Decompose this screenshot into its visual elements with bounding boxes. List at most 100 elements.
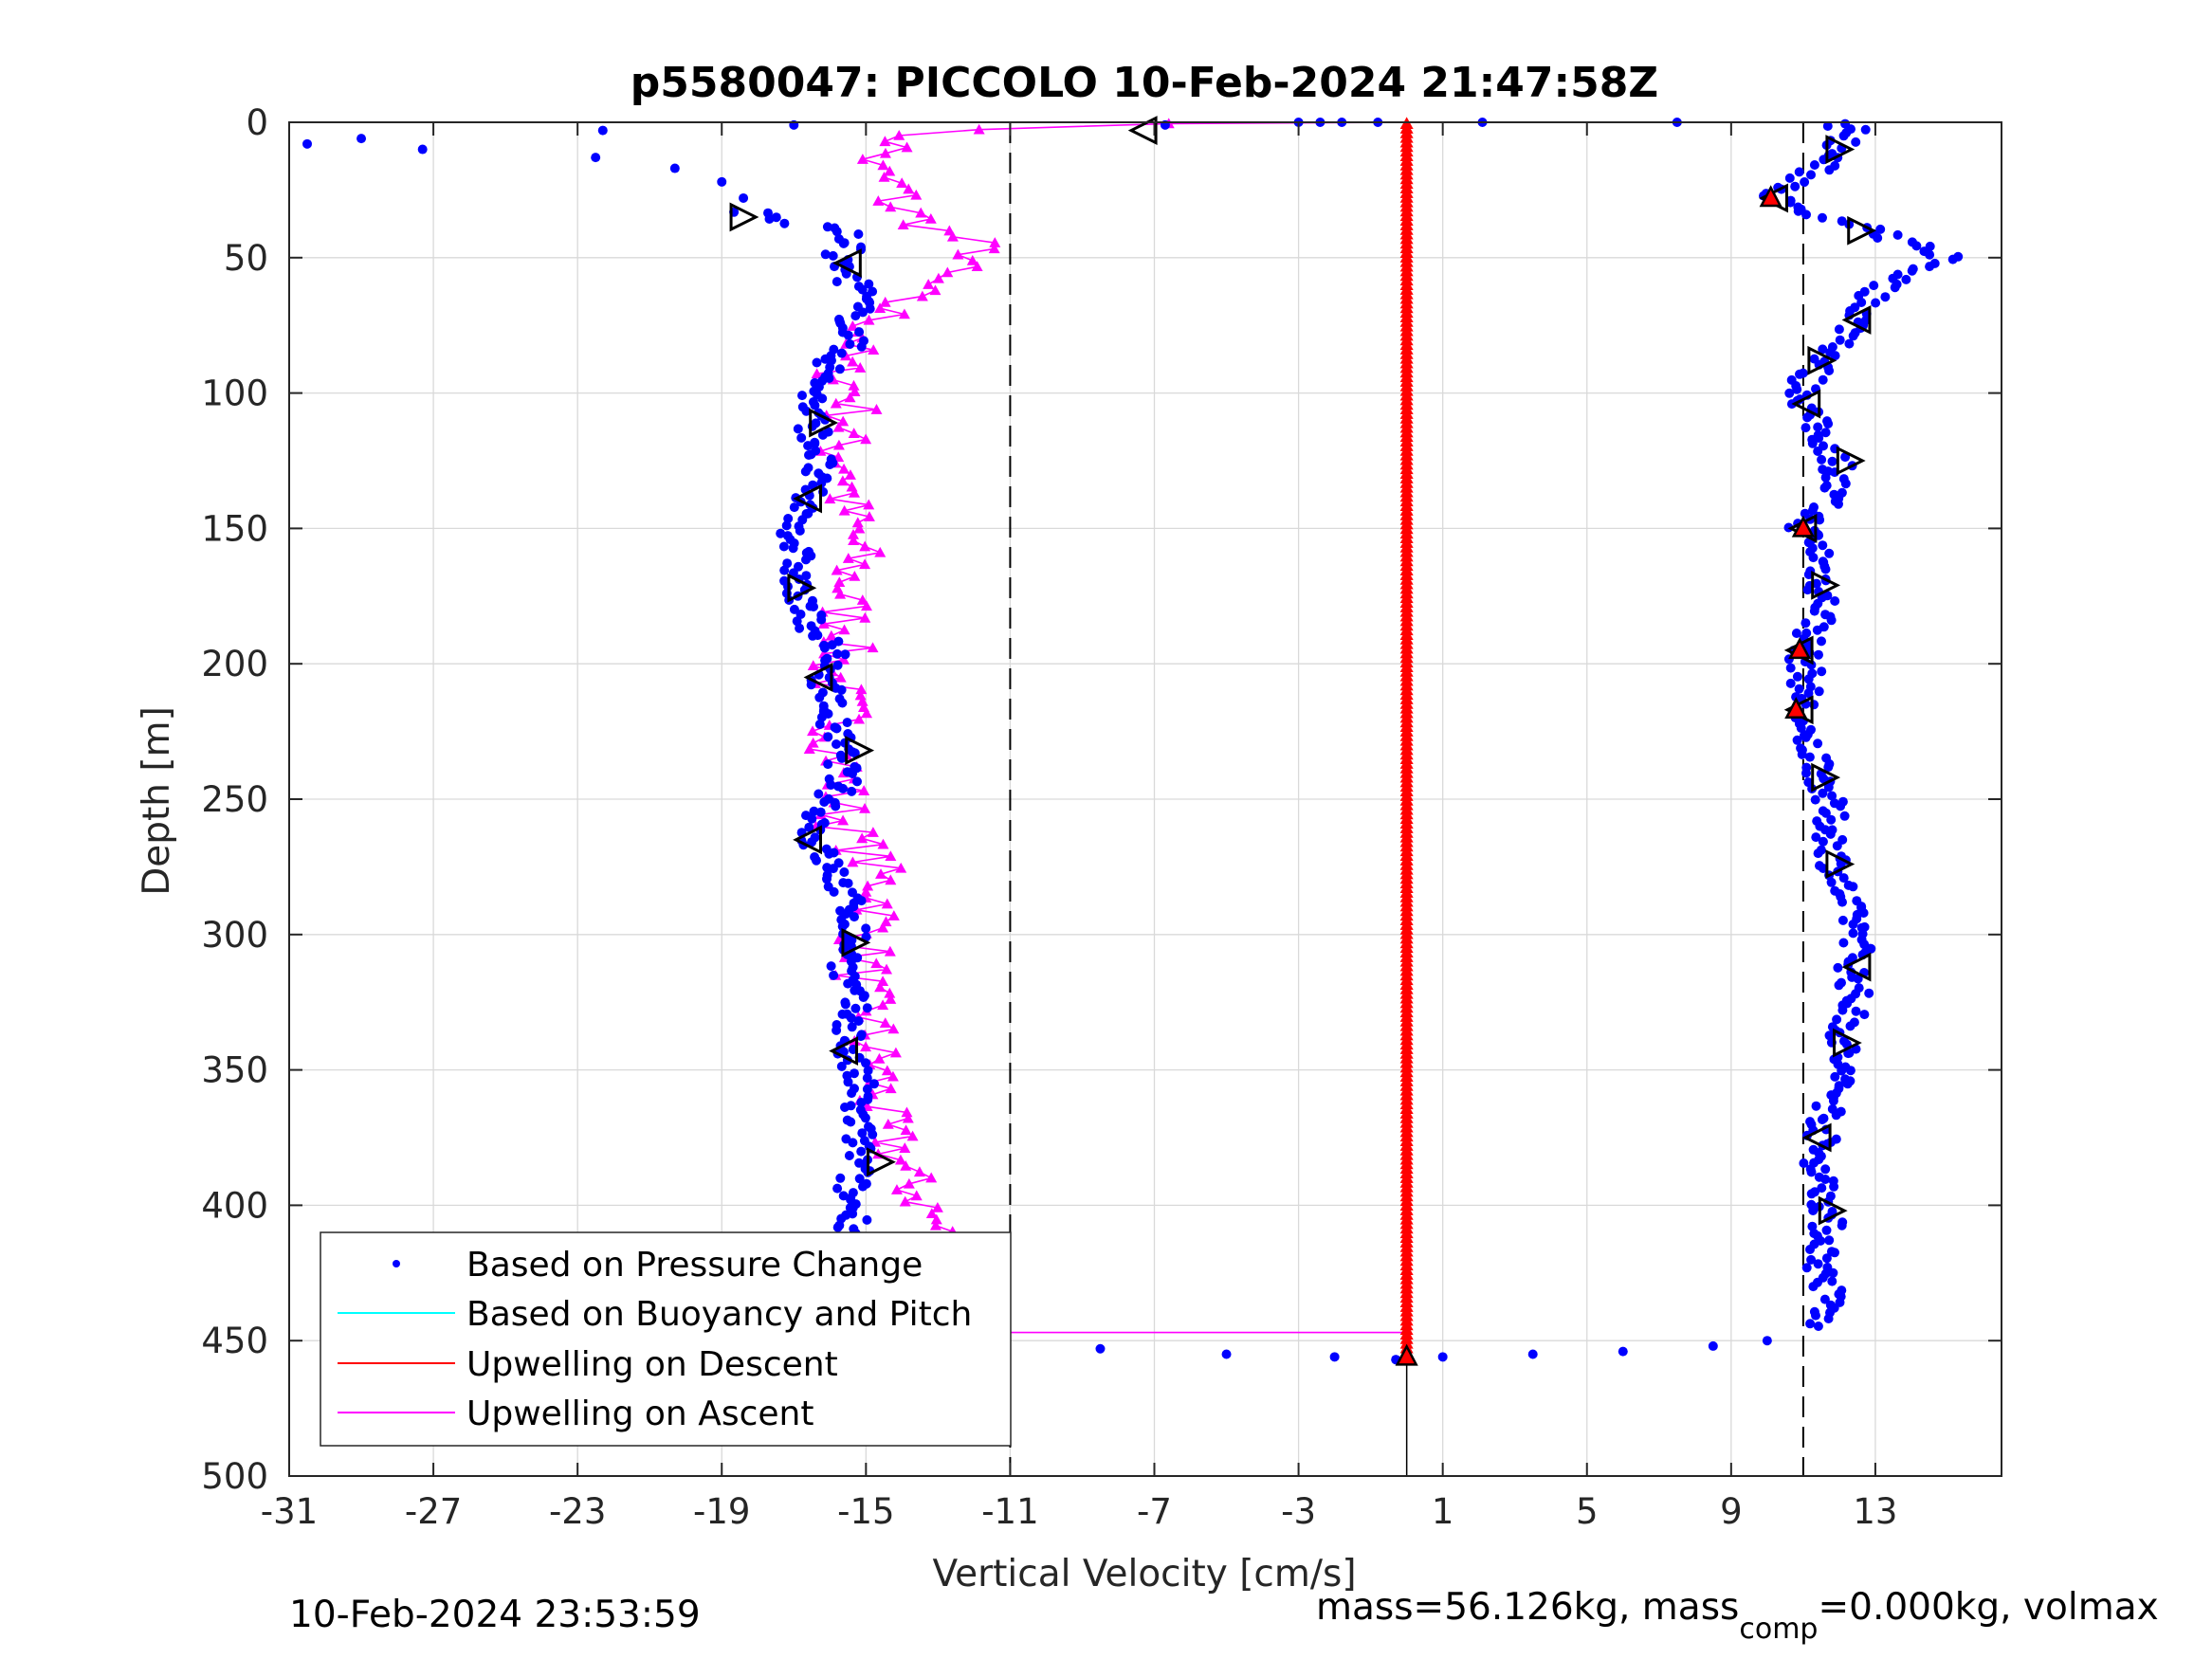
x-tick-label: -15 — [837, 1491, 894, 1532]
upwelling-ascent-point — [884, 987, 896, 998]
pressure-change-point — [1818, 344, 1828, 355]
x-tick-label: 13 — [1853, 1491, 1897, 1532]
upwelling-ascent-point — [906, 1130, 919, 1141]
pressure-change-point — [1801, 618, 1811, 629]
pressure-change-point — [796, 432, 807, 443]
upwelling-ascent-point — [838, 504, 850, 516]
red-highlight-marker — [1395, 1343, 1418, 1366]
pressure-change-point — [1815, 515, 1825, 525]
pressure-change-point — [356, 134, 367, 144]
pressure-change-point — [1830, 1071, 1840, 1082]
pressure-change-point — [1871, 298, 1881, 308]
pressure-change-point — [847, 786, 857, 796]
pressure-change-point — [828, 250, 838, 261]
pressure-change-point — [1848, 882, 1858, 892]
upwelling-ascent-point — [901, 141, 913, 153]
pressure-change-point — [858, 1181, 868, 1192]
pressure-change-point — [844, 1151, 854, 1160]
pressure-change-point — [783, 514, 794, 523]
pressure-change-point — [1797, 749, 1807, 759]
pressure-change-point — [832, 277, 842, 287]
upwelling-ascent-point — [874, 546, 887, 557]
left-triangle-marker — [829, 1036, 859, 1066]
pressure-change-point — [858, 993, 868, 1002]
pressure-change-point — [832, 1183, 843, 1194]
pressure-change-point — [1802, 412, 1813, 423]
upwelling-ascent-point — [910, 1190, 923, 1201]
pressure-change-point — [1817, 1115, 1827, 1124]
pressure-change-point — [1826, 814, 1837, 825]
upwelling-ascent-point — [862, 880, 874, 891]
pressure-change-point — [1808, 1206, 1819, 1215]
pressure-change-point — [1829, 1181, 1839, 1192]
upwelling-ascent-point — [870, 957, 883, 969]
pressure-change-point — [801, 555, 811, 565]
pressure-change-point — [864, 279, 874, 289]
pressure-change-point — [815, 807, 826, 817]
pressure-change-point — [837, 698, 848, 708]
axis-ticks: -31 -27 -23 -19 -15 -11 -7 -3 1 5 9 130501001502002… — [201, 102, 2002, 1532]
upwelling-ascent-point — [915, 207, 927, 218]
x-tick-label: -31 — [261, 1491, 318, 1532]
pressure-change-point — [1803, 688, 1814, 699]
upwelling-ascent-point — [885, 850, 897, 862]
upwelling-ascent-point — [941, 266, 954, 278]
pressure-change-point — [841, 268, 851, 279]
pressure-change-point — [1851, 1006, 1861, 1016]
pressure-change-point — [812, 357, 822, 368]
right-triangle-marker — [1825, 849, 1856, 879]
pressure-change-point — [795, 525, 805, 536]
pressure-change-point — [808, 480, 818, 490]
upwelling-ascent-point — [838, 624, 850, 635]
pressure-change-point — [1809, 606, 1819, 616]
pressure-change-point — [1804, 752, 1815, 762]
pressure-change-point — [1823, 782, 1834, 793]
pressure-change-point — [1801, 1263, 1812, 1273]
pressure-change-point — [832, 739, 841, 749]
pressure-change-point — [855, 1031, 866, 1042]
pressure-change-point — [825, 460, 835, 469]
pressure-change-point — [1824, 1235, 1835, 1246]
pressure-change-point — [838, 1191, 849, 1201]
upwelling-ascent-point — [807, 660, 819, 670]
upwelling-ascent-point — [903, 183, 915, 194]
pressure-change-point — [836, 1061, 847, 1071]
upwelling-ascent-point — [946, 230, 959, 242]
legend-item-up-ascent: Upwelling on Ascent — [338, 1395, 814, 1433]
pressure-change-point — [1221, 1349, 1232, 1359]
right-triangle-marker — [867, 1147, 896, 1177]
legend-item-pressure: Based on Pressure Change — [393, 1246, 923, 1285]
pressure-change-point — [1834, 324, 1844, 335]
upwelling-ascent-point — [887, 1070, 899, 1082]
pressure-change-point — [854, 327, 865, 337]
pressure-change-point — [1837, 897, 1847, 907]
upwelling-ascent-point — [913, 1166, 925, 1177]
upwelling-ascent-point — [849, 570, 861, 581]
pressure-change-point — [302, 138, 313, 149]
pressure-change-point — [597, 125, 608, 136]
upwelling-ascent-point — [856, 832, 868, 844]
pressure-change-point — [781, 520, 792, 531]
plot-data — [302, 116, 1964, 1366]
pressure-change-point — [1839, 811, 1850, 821]
pressure-change-point — [850, 1068, 859, 1079]
pressure-change-point — [1880, 292, 1891, 302]
pressure-change-point — [850, 311, 861, 321]
x-tick-label: -11 — [981, 1491, 1038, 1532]
upwelling-ascent-point — [858, 785, 870, 795]
upwelling-ascent-point — [881, 898, 893, 909]
pressure-change-point — [1814, 686, 1824, 697]
pressure-change-point — [839, 867, 850, 877]
upwelling-ascent-point — [897, 219, 909, 230]
upwelling-ascent-point — [896, 177, 908, 189]
y-tick-label: 400 — [201, 1185, 268, 1226]
pressure-change-point — [1838, 131, 1849, 141]
pressure-change-point — [1837, 1220, 1847, 1231]
upwelling-ascent-point — [848, 379, 860, 391]
pressure-change-point — [1794, 167, 1804, 177]
upwelling-ascent-point — [870, 404, 883, 414]
upwelling-ascent-point — [867, 642, 879, 653]
upwelling-ascent-point — [860, 885, 872, 897]
pressure-change-point — [797, 391, 807, 401]
upwelling-ascent-point — [875, 868, 887, 879]
